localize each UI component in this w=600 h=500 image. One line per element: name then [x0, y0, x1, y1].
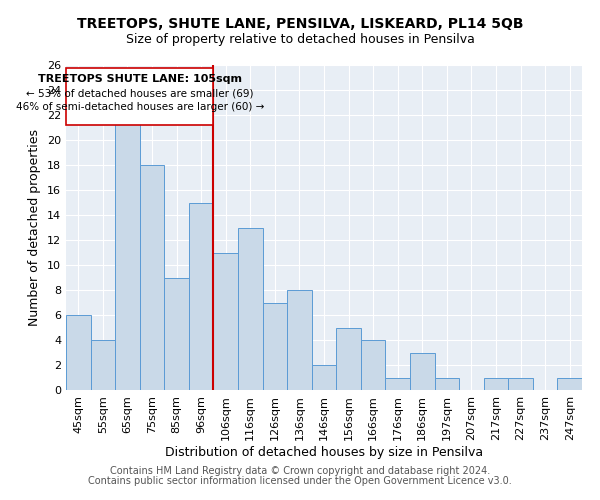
X-axis label: Distribution of detached houses by size in Pensilva: Distribution of detached houses by size … [165, 446, 483, 458]
Text: Contains HM Land Registry data © Crown copyright and database right 2024.: Contains HM Land Registry data © Crown c… [110, 466, 490, 476]
Bar [336, 328, 361, 390]
Text: TREETOPS, SHUTE LANE, PENSILVA, LISKEARD, PL14 5QB: TREETOPS, SHUTE LANE, PENSILVA, LISKEARD… [77, 18, 523, 32]
Bar [140, 165, 164, 390]
Bar [557, 378, 582, 390]
Bar [91, 340, 115, 390]
Bar [484, 378, 508, 390]
Bar [508, 378, 533, 390]
Text: Size of property relative to detached houses in Pensilva: Size of property relative to detached ho… [125, 32, 475, 46]
Text: TREETOPS SHUTE LANE: 105sqm: TREETOPS SHUTE LANE: 105sqm [38, 74, 242, 85]
Text: 46% of semi-detached houses are larger (60) →: 46% of semi-detached houses are larger (… [16, 102, 264, 112]
Text: Contains public sector information licensed under the Open Government Licence v3: Contains public sector information licen… [88, 476, 512, 486]
Bar [263, 302, 287, 390]
Bar [385, 378, 410, 390]
Bar [66, 315, 91, 390]
Y-axis label: Number of detached properties: Number of detached properties [28, 129, 41, 326]
Bar [189, 202, 214, 390]
Bar [287, 290, 312, 390]
FancyBboxPatch shape [66, 68, 214, 125]
Bar [312, 365, 336, 390]
Bar [115, 115, 140, 390]
Bar [410, 352, 434, 390]
Bar [238, 228, 263, 390]
Bar [434, 378, 459, 390]
Bar [214, 252, 238, 390]
Bar [164, 278, 189, 390]
Bar [361, 340, 385, 390]
Text: ← 53% of detached houses are smaller (69): ← 53% of detached houses are smaller (69… [26, 88, 253, 98]
